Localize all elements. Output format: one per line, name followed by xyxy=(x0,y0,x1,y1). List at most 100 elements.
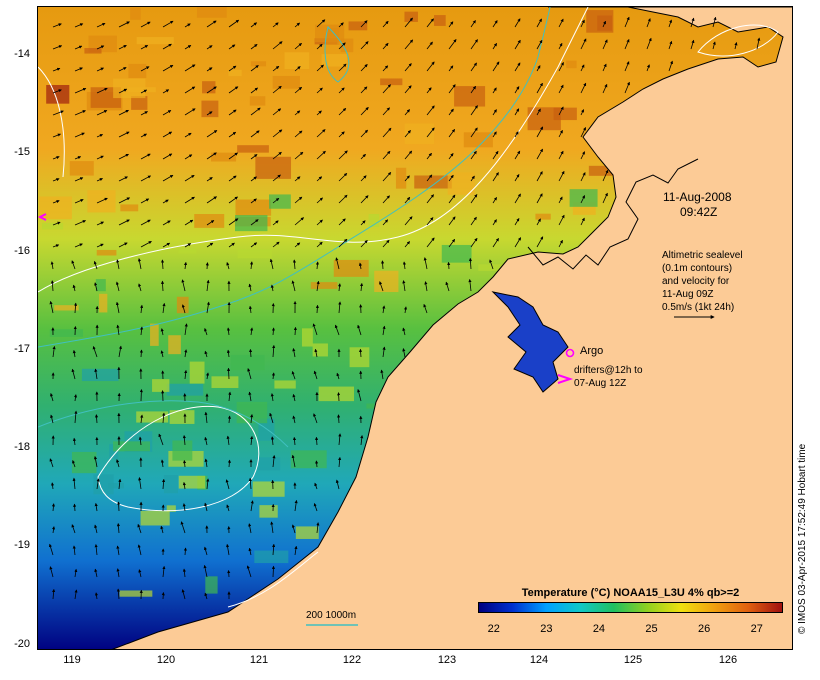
velocity-arrow xyxy=(292,347,296,358)
velocity-arrow xyxy=(52,200,60,204)
velocity-arrow xyxy=(246,565,252,578)
velocity-arrow xyxy=(580,38,587,50)
altimetry-note: Altimetric sealevel (0.1m contours) and … xyxy=(662,249,743,314)
velocity-arrow xyxy=(292,436,297,446)
velocity-arrow xyxy=(226,327,231,336)
sst-patch xyxy=(119,590,153,597)
velocity-arrow xyxy=(404,196,411,204)
velocity-arrow xyxy=(514,218,520,226)
velocity-arrow xyxy=(360,86,368,94)
sst-patch xyxy=(250,61,267,67)
velocity-arrow xyxy=(184,132,192,138)
velocity-arrow xyxy=(52,244,60,248)
velocity-arrow xyxy=(492,172,499,182)
sst-patch xyxy=(172,440,193,461)
velocity-arrow xyxy=(357,388,362,402)
velocity-arrow xyxy=(184,64,196,72)
sst-patch xyxy=(434,15,446,26)
velocity-arrow xyxy=(602,83,608,94)
velocity-arrow xyxy=(206,45,213,50)
velocity-arrow xyxy=(292,415,296,424)
velocity-arrow xyxy=(536,82,543,94)
velocity-arrow xyxy=(712,41,716,50)
velocity-arrow xyxy=(580,217,585,226)
velocity-arrow xyxy=(315,304,319,314)
velocity-arrow xyxy=(96,87,108,94)
velocity-arrow xyxy=(382,20,389,28)
sst-patch xyxy=(257,457,281,471)
velocity-arrow xyxy=(668,19,673,28)
velocity-arrow xyxy=(291,454,296,468)
velocity-arrow xyxy=(558,42,563,50)
sst-patch xyxy=(127,87,156,93)
velocity-arrow xyxy=(404,216,413,226)
velocity-arrow xyxy=(338,218,346,226)
velocity-arrow xyxy=(271,372,276,380)
drifter-marker xyxy=(557,374,574,384)
velocity-arrow xyxy=(184,108,196,116)
sst-patch xyxy=(553,107,577,121)
velocity-arrow xyxy=(404,130,411,138)
velocity-arrow xyxy=(140,304,144,314)
velocity-arrow xyxy=(162,110,172,116)
velocity-arrow xyxy=(404,17,413,28)
velocity-arrow xyxy=(294,196,303,204)
velocity-arrow xyxy=(204,411,208,424)
velocity-arrow xyxy=(514,237,522,248)
velocity-arrow xyxy=(116,459,120,468)
velocity-arrow xyxy=(492,61,500,72)
velocity-arrow xyxy=(492,87,497,94)
velocity-arrow xyxy=(162,174,174,182)
velocity-arrow xyxy=(52,89,62,94)
lon-label: 125 xyxy=(623,654,643,666)
velocity-arrow xyxy=(94,368,98,380)
velocity-arrow xyxy=(248,523,252,534)
velocity-arrow xyxy=(160,525,164,534)
sst-patch xyxy=(168,335,181,355)
sst-patch xyxy=(131,96,148,110)
velocity-arrow xyxy=(74,132,85,138)
sst-patch xyxy=(71,451,97,474)
velocity-arrow xyxy=(94,524,98,534)
sst-patch xyxy=(315,24,345,43)
velocity-arrow xyxy=(360,20,368,28)
velocity-arrow xyxy=(580,82,587,94)
velocity-arrow xyxy=(182,481,186,490)
velocity-arrow xyxy=(360,220,366,226)
velocity-arrow xyxy=(73,394,78,402)
velocity-arrow xyxy=(204,436,208,446)
sst-patch xyxy=(95,279,106,292)
velocity-arrow xyxy=(184,219,194,226)
velocity-arrow xyxy=(96,110,108,116)
velocity-arrow xyxy=(206,196,217,204)
velocity-arrow xyxy=(492,219,497,226)
velocity-arrow xyxy=(316,87,323,94)
velocity-arrow xyxy=(335,257,340,270)
velocity-arrow xyxy=(249,261,254,270)
velocity-arrow xyxy=(184,23,191,28)
velocity-arrow xyxy=(272,241,280,248)
velocity-arrow xyxy=(206,177,213,182)
velocity-arrow xyxy=(360,64,368,72)
sst-patch xyxy=(447,172,475,195)
sst-patch xyxy=(54,305,79,311)
velocity-arrow xyxy=(624,81,630,94)
velocity-arrow xyxy=(272,65,280,72)
lon-label: 123 xyxy=(437,654,457,666)
velocity-arrow xyxy=(580,64,585,72)
velocity-arrow xyxy=(162,153,173,160)
velocity-arrow xyxy=(536,126,544,138)
velocity-arrow xyxy=(558,239,563,248)
velocity-arrow xyxy=(160,280,165,292)
sst-patch xyxy=(128,63,147,79)
velocity-arrow xyxy=(140,241,152,248)
velocity-arrow xyxy=(382,150,391,160)
velocity-arrow xyxy=(426,237,435,248)
sst-patch xyxy=(189,361,205,384)
velocity-arrow xyxy=(271,565,276,578)
sst-patch xyxy=(120,204,139,212)
velocity-arrow xyxy=(272,220,279,226)
velocity-arrow xyxy=(756,37,761,50)
velocity-arrow xyxy=(404,39,414,50)
velocity-arrow xyxy=(204,350,208,358)
